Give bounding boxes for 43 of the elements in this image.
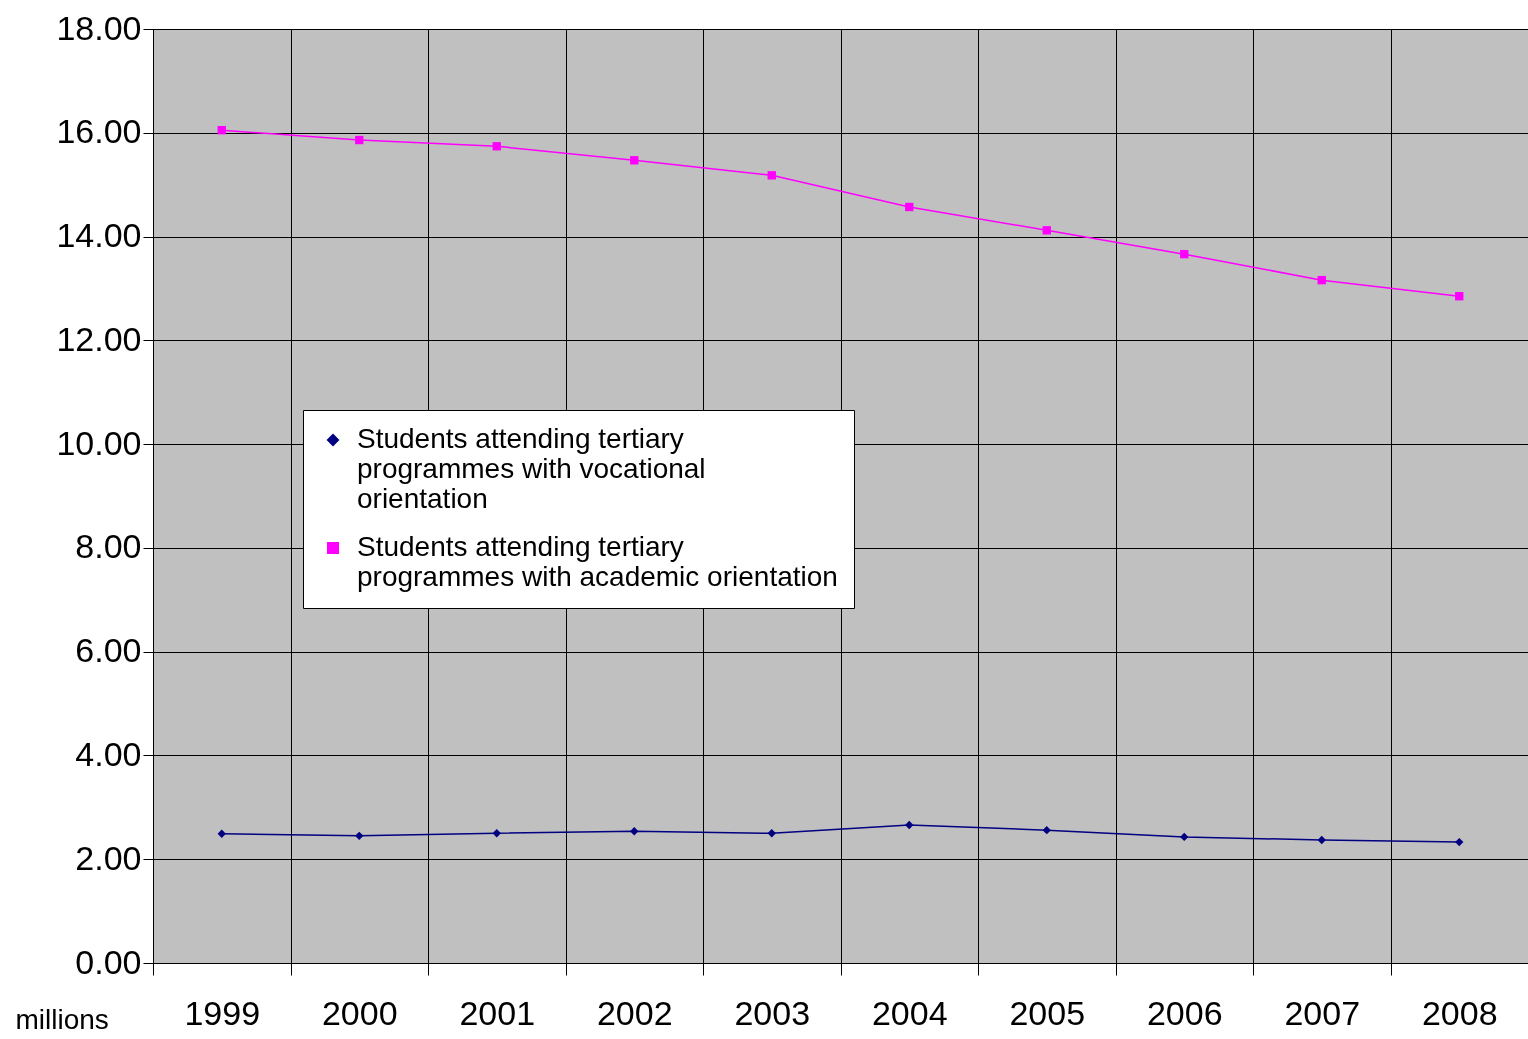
point (767, 829, 776, 838)
point (905, 202, 914, 212)
point (630, 156, 639, 165)
x-tick-label: 2001 (459, 993, 536, 1032)
legend-label: Students attending tertiary programmes with vocational orientation (357, 423, 706, 514)
point (217, 126, 226, 135)
x-tick-label: 2000 (321, 993, 398, 1032)
point (492, 829, 501, 838)
legend-label: Students attending tertiary programmes with academic orientation (357, 531, 838, 592)
point (1042, 226, 1051, 235)
x-tick-label: 2005 (1009, 993, 1086, 1032)
point (1455, 292, 1464, 301)
x-tick-label: 1999 (184, 993, 261, 1032)
y-tick-label: 0.00 (75, 942, 142, 981)
y-tick-label: 12.00 (56, 319, 142, 358)
point (1042, 825, 1051, 835)
point (905, 820, 914, 830)
y-tick-label: 18.00 (56, 8, 142, 47)
point (217, 829, 226, 838)
point (492, 142, 501, 151)
x-tick-label: 2007 (1284, 993, 1361, 1032)
y-tick-label: 8.00 (75, 527, 142, 566)
point (1317, 275, 1326, 285)
y-tick-label: 10.00 (56, 423, 142, 462)
point (1317, 835, 1326, 845)
x-tick-label: 2008 (1421, 993, 1498, 1032)
point (1180, 250, 1189, 259)
y-axis-title: millions (15, 1003, 109, 1035)
point (630, 827, 639, 836)
x-tick-label: 2006 (1146, 993, 1223, 1032)
x-tick-label: 2003 (734, 993, 811, 1032)
point (1455, 837, 1464, 847)
y-tick-label: 2.00 (75, 838, 142, 877)
x-tick-label: 2004 (871, 993, 948, 1032)
point (355, 135, 364, 145)
y-tick-label: 4.00 (75, 734, 142, 773)
y-tick-label: 16.00 (56, 112, 142, 151)
point (767, 171, 776, 180)
y-tick-label: 14.00 (56, 216, 142, 255)
point (355, 831, 364, 841)
y-tick-label: 6.00 (75, 631, 142, 670)
point (1180, 832, 1189, 842)
x-tick-label: 2002 (596, 993, 673, 1032)
